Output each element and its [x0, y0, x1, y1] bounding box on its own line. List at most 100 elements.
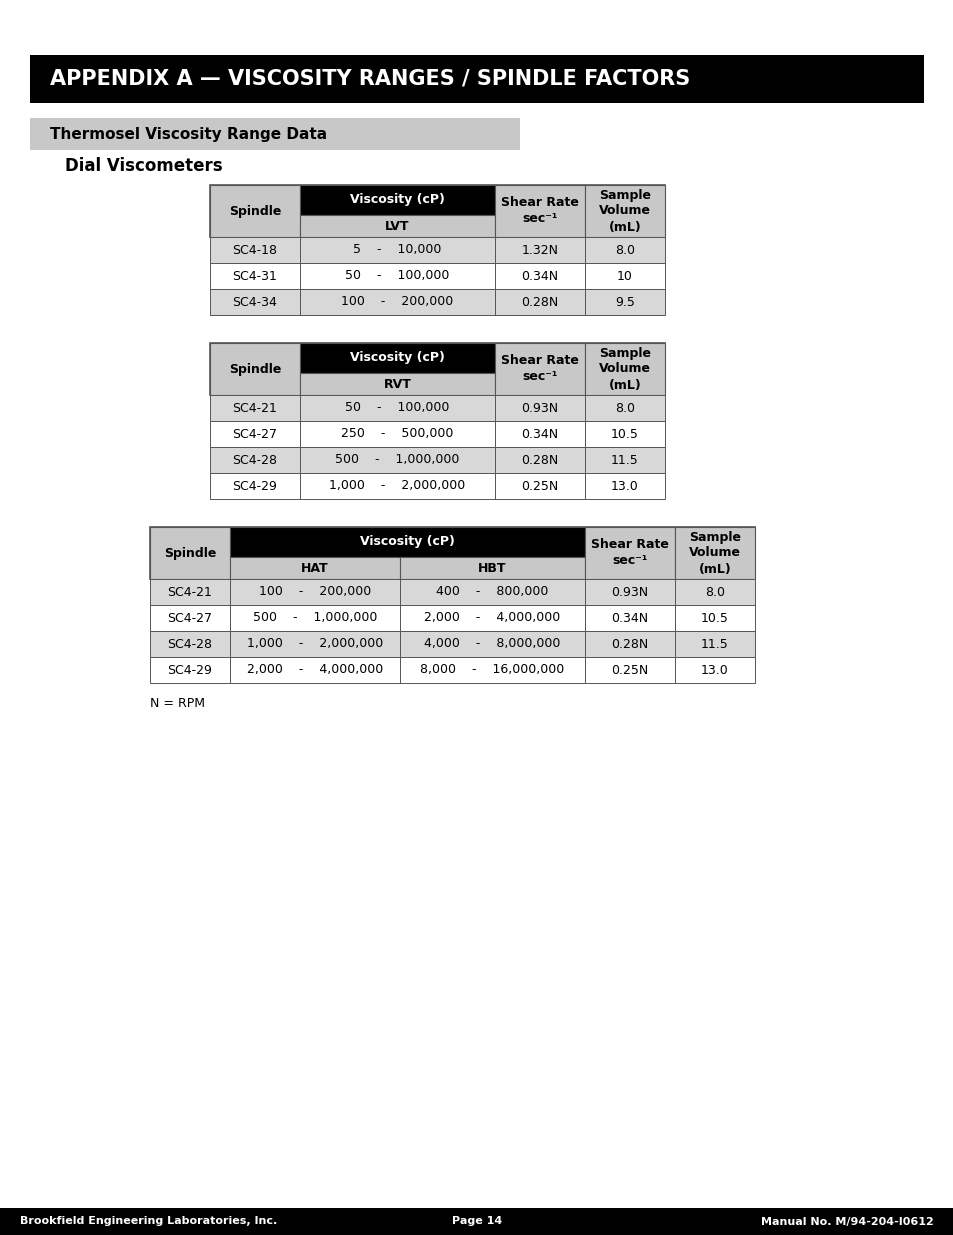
- Text: Viscosity (cP): Viscosity (cP): [359, 536, 455, 548]
- Text: 0.34N: 0.34N: [611, 611, 648, 625]
- Bar: [299, 263, 495, 289]
- Bar: [675, 631, 754, 657]
- Text: 11.5: 11.5: [611, 453, 639, 467]
- Text: 10: 10: [617, 269, 632, 283]
- Bar: [584, 579, 675, 605]
- Bar: [495, 421, 584, 447]
- Text: 0.28N: 0.28N: [521, 295, 558, 309]
- Bar: [299, 473, 495, 499]
- Text: 100    -    200,000: 100 - 200,000: [341, 295, 453, 309]
- Bar: [399, 605, 584, 631]
- Bar: [495, 447, 584, 473]
- Text: SC4-28: SC4-28: [168, 637, 213, 651]
- Bar: [150, 527, 230, 579]
- Text: SC4-29: SC4-29: [168, 663, 213, 677]
- Text: Viscosity (cP): Viscosity (cP): [350, 352, 444, 364]
- Text: SC4-18: SC4-18: [233, 243, 277, 257]
- Bar: [150, 527, 754, 579]
- Bar: [210, 185, 664, 237]
- Bar: [495, 185, 584, 237]
- Bar: [584, 343, 664, 395]
- Text: Shear Rate
sec⁻¹: Shear Rate sec⁻¹: [591, 538, 668, 568]
- Text: HBT: HBT: [477, 562, 506, 574]
- Text: Sample
Volume
(mL): Sample Volume (mL): [688, 531, 740, 576]
- Text: 0.34N: 0.34N: [521, 427, 558, 441]
- Bar: [299, 395, 495, 421]
- Bar: [584, 473, 664, 499]
- Bar: [675, 527, 754, 579]
- Bar: [299, 421, 495, 447]
- Text: 50    -    100,000: 50 - 100,000: [345, 401, 449, 415]
- Bar: [495, 237, 584, 263]
- Text: 4,000    -    8,000,000: 4,000 - 8,000,000: [424, 637, 560, 651]
- Bar: [210, 447, 299, 473]
- Bar: [495, 289, 584, 315]
- Text: Thermosel Viscosity Range Data: Thermosel Viscosity Range Data: [50, 126, 327, 142]
- Bar: [30, 119, 519, 149]
- Text: 0.25N: 0.25N: [611, 663, 648, 677]
- Bar: [299, 373, 495, 395]
- Text: 8.0: 8.0: [704, 585, 724, 599]
- Bar: [210, 343, 299, 395]
- Text: SC4-28: SC4-28: [233, 453, 277, 467]
- Text: 2,000    -    4,000,000: 2,000 - 4,000,000: [247, 663, 383, 677]
- Bar: [230, 579, 399, 605]
- Bar: [230, 631, 399, 657]
- Bar: [584, 289, 664, 315]
- Bar: [230, 605, 399, 631]
- Text: SC4-21: SC4-21: [233, 401, 277, 415]
- Bar: [495, 473, 584, 499]
- Text: Spindle: Spindle: [229, 205, 281, 217]
- Bar: [584, 395, 664, 421]
- Text: 8.0: 8.0: [615, 243, 635, 257]
- Bar: [150, 631, 230, 657]
- Bar: [399, 631, 584, 657]
- Bar: [675, 579, 754, 605]
- Text: HAT: HAT: [301, 562, 329, 574]
- Bar: [495, 395, 584, 421]
- Text: 11.5: 11.5: [700, 637, 728, 651]
- Bar: [299, 185, 495, 215]
- Text: Shear Rate
sec⁻¹: Shear Rate sec⁻¹: [500, 354, 578, 384]
- Text: Shear Rate
sec⁻¹: Shear Rate sec⁻¹: [500, 196, 578, 226]
- Bar: [584, 447, 664, 473]
- Bar: [299, 343, 495, 373]
- Text: Spindle: Spindle: [164, 547, 216, 559]
- Bar: [584, 237, 664, 263]
- Text: Spindle: Spindle: [229, 363, 281, 375]
- Text: 1.32N: 1.32N: [521, 243, 558, 257]
- Bar: [299, 447, 495, 473]
- Text: 500    -    1,000,000: 500 - 1,000,000: [335, 453, 459, 467]
- Text: 1,000    -    2,000,000: 1,000 - 2,000,000: [247, 637, 383, 651]
- Text: 13.0: 13.0: [700, 663, 728, 677]
- Bar: [210, 237, 299, 263]
- Text: 0.93N: 0.93N: [521, 401, 558, 415]
- Bar: [230, 557, 399, 579]
- Bar: [584, 605, 675, 631]
- Text: SC4-34: SC4-34: [233, 295, 277, 309]
- Text: 8.0: 8.0: [615, 401, 635, 415]
- Bar: [584, 527, 675, 579]
- Text: Viscosity (cP): Viscosity (cP): [350, 194, 444, 206]
- Bar: [210, 289, 299, 315]
- Bar: [210, 343, 664, 395]
- Text: 2,000    -    4,000,000: 2,000 - 4,000,000: [424, 611, 560, 625]
- Text: RVT: RVT: [383, 378, 411, 390]
- Bar: [495, 263, 584, 289]
- Bar: [210, 473, 299, 499]
- Text: 0.28N: 0.28N: [611, 637, 648, 651]
- Bar: [399, 557, 584, 579]
- Bar: [399, 657, 584, 683]
- Text: SC4-29: SC4-29: [233, 479, 277, 493]
- Bar: [675, 605, 754, 631]
- Bar: [299, 237, 495, 263]
- Bar: [495, 343, 584, 395]
- Bar: [210, 263, 299, 289]
- Bar: [0, 1208, 953, 1235]
- Text: Dial Viscometers: Dial Viscometers: [65, 157, 222, 175]
- Bar: [584, 263, 664, 289]
- Text: 1,000    -    2,000,000: 1,000 - 2,000,000: [329, 479, 465, 493]
- Bar: [299, 289, 495, 315]
- Bar: [230, 657, 399, 683]
- Bar: [299, 215, 495, 237]
